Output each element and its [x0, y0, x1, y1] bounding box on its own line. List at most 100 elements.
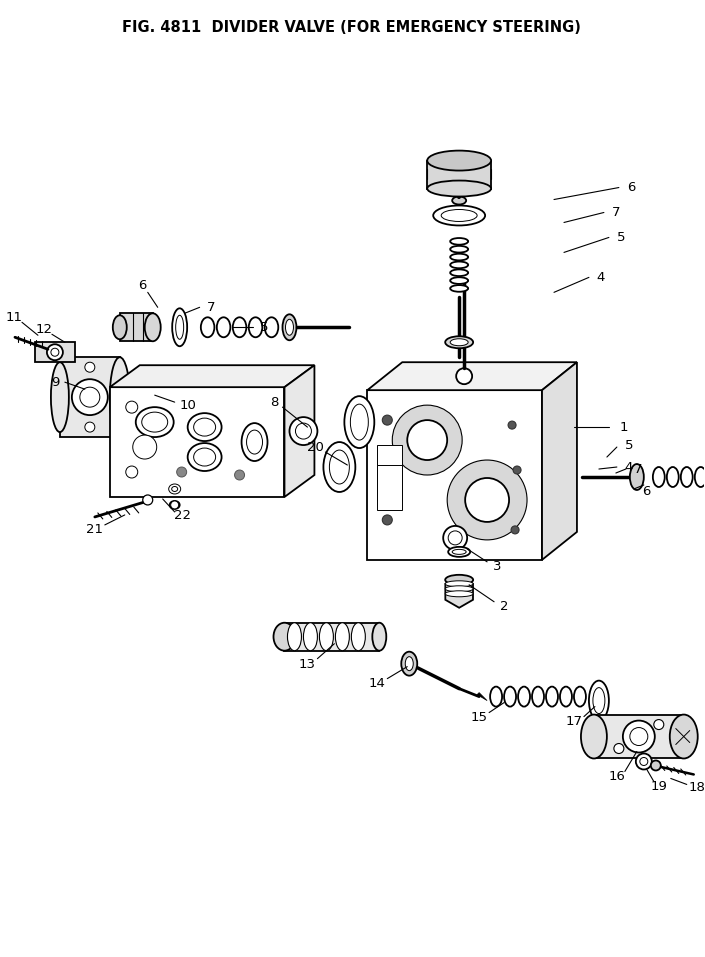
Ellipse shape	[303, 623, 317, 651]
Ellipse shape	[670, 715, 698, 759]
Ellipse shape	[427, 181, 491, 196]
Polygon shape	[367, 362, 577, 390]
Circle shape	[85, 422, 95, 432]
Polygon shape	[367, 390, 542, 560]
Ellipse shape	[233, 318, 246, 337]
Circle shape	[404, 417, 450, 463]
Ellipse shape	[283, 314, 297, 341]
Ellipse shape	[450, 270, 468, 276]
Ellipse shape	[286, 320, 293, 335]
Bar	[377, 445, 403, 500]
Ellipse shape	[264, 318, 278, 337]
Ellipse shape	[140, 382, 149, 412]
Ellipse shape	[445, 590, 473, 597]
Ellipse shape	[288, 623, 302, 651]
Text: 3: 3	[493, 561, 501, 573]
Text: FIG. 4811  DIVIDER VALVE (FOR EMERGENCY STEERING): FIG. 4811 DIVIDER VALVE (FOR EMERGENCY S…	[122, 20, 581, 35]
Ellipse shape	[504, 686, 516, 706]
Ellipse shape	[490, 686, 502, 706]
Circle shape	[295, 423, 312, 439]
Circle shape	[451, 464, 523, 536]
Ellipse shape	[450, 278, 468, 284]
Polygon shape	[285, 623, 379, 651]
Text: 15: 15	[471, 711, 488, 724]
Circle shape	[463, 476, 511, 523]
Circle shape	[513, 466, 521, 474]
Ellipse shape	[145, 313, 161, 342]
Ellipse shape	[336, 623, 350, 651]
Polygon shape	[110, 388, 285, 497]
Circle shape	[382, 515, 392, 525]
Text: 16: 16	[608, 770, 625, 783]
Ellipse shape	[249, 318, 262, 337]
Polygon shape	[120, 313, 153, 342]
Text: 6: 6	[627, 181, 635, 194]
Circle shape	[447, 460, 527, 540]
Circle shape	[396, 408, 459, 472]
Ellipse shape	[372, 623, 386, 651]
Ellipse shape	[351, 623, 365, 651]
Circle shape	[142, 495, 153, 505]
Ellipse shape	[51, 362, 69, 432]
Ellipse shape	[574, 686, 586, 706]
Text: 2: 2	[500, 600, 508, 613]
Ellipse shape	[172, 486, 178, 492]
Ellipse shape	[168, 484, 180, 494]
Ellipse shape	[242, 423, 267, 461]
Text: 4: 4	[596, 271, 605, 284]
Ellipse shape	[405, 657, 413, 671]
Polygon shape	[542, 362, 577, 560]
Ellipse shape	[581, 715, 607, 759]
Polygon shape	[60, 357, 120, 437]
Text: 21: 21	[86, 523, 104, 537]
Ellipse shape	[441, 210, 477, 221]
Ellipse shape	[667, 467, 679, 487]
Ellipse shape	[445, 581, 473, 587]
Ellipse shape	[113, 315, 127, 339]
Circle shape	[407, 420, 447, 460]
Ellipse shape	[329, 450, 350, 484]
Ellipse shape	[188, 443, 221, 471]
Circle shape	[623, 721, 655, 752]
Circle shape	[125, 466, 137, 478]
Ellipse shape	[546, 686, 558, 706]
Circle shape	[125, 401, 137, 413]
Ellipse shape	[532, 686, 544, 706]
Ellipse shape	[194, 448, 216, 466]
Ellipse shape	[401, 652, 417, 676]
Text: 6: 6	[139, 278, 147, 292]
Circle shape	[630, 727, 648, 746]
Circle shape	[80, 388, 100, 407]
Text: 5: 5	[625, 438, 633, 452]
Ellipse shape	[201, 318, 214, 337]
Text: 8: 8	[270, 395, 278, 409]
Circle shape	[85, 362, 95, 372]
Text: 19: 19	[650, 780, 667, 793]
Ellipse shape	[452, 196, 466, 205]
Polygon shape	[594, 715, 684, 759]
Text: 5: 5	[617, 231, 625, 244]
Text: 20: 20	[307, 440, 324, 454]
Ellipse shape	[142, 412, 168, 432]
Ellipse shape	[445, 575, 473, 585]
Ellipse shape	[630, 464, 644, 490]
Ellipse shape	[445, 586, 473, 591]
Circle shape	[455, 468, 519, 532]
Ellipse shape	[176, 315, 184, 339]
Ellipse shape	[589, 680, 609, 721]
Text: 12: 12	[35, 323, 52, 336]
Ellipse shape	[653, 467, 665, 487]
Text: 13: 13	[299, 658, 316, 671]
Ellipse shape	[319, 623, 333, 651]
Text: 5: 5	[260, 321, 269, 334]
Polygon shape	[446, 576, 473, 608]
Ellipse shape	[344, 396, 374, 448]
Circle shape	[398, 412, 456, 469]
Ellipse shape	[274, 623, 295, 651]
Text: 18: 18	[688, 781, 705, 794]
Text: 10: 10	[179, 399, 196, 412]
Circle shape	[640, 758, 648, 766]
Ellipse shape	[593, 688, 605, 714]
Ellipse shape	[324, 442, 355, 492]
Text: 22: 22	[174, 509, 191, 523]
